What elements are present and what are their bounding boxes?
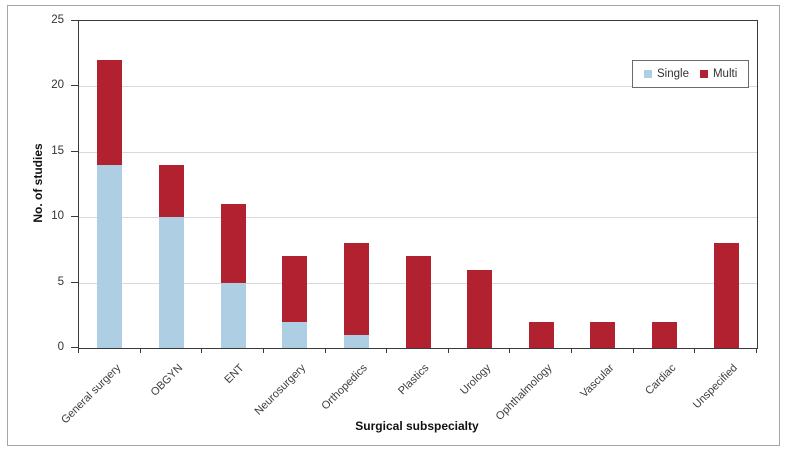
y-tick-mark	[71, 150, 78, 152]
y-axis-title: No. of studies	[31, 143, 45, 223]
bar-segment-single	[97, 164, 123, 348]
x-tick-mark	[694, 348, 696, 353]
bar-slot	[572, 21, 634, 348]
x-category-label: ENT	[222, 362, 247, 387]
figure-frame: Single Multi 0 5 10 15 20 25 General surgery OB…	[7, 5, 780, 446]
bar-segment-multi	[282, 256, 308, 322]
x-axis-title: Surgical subspecialty	[355, 419, 479, 433]
gridline-15	[79, 151, 757, 153]
bar-ent	[220, 204, 246, 348]
bar-slot	[510, 21, 572, 348]
bar-slot	[264, 21, 326, 348]
x-category-label: OBGYN	[148, 362, 185, 399]
bar-ophthalmology	[528, 321, 554, 348]
x-tick-mark	[262, 348, 264, 353]
x-category-label: Vascular	[578, 362, 617, 401]
legend-item-multi: Multi	[699, 68, 738, 80]
y-tick-label: 20	[51, 79, 64, 92]
bar-segment-multi	[528, 321, 554, 348]
y-tick-mark	[71, 20, 78, 21]
bar-segment-multi	[343, 243, 369, 335]
bar-segment-multi	[158, 164, 184, 218]
bar-slot	[326, 21, 388, 348]
bar-segment-single	[282, 321, 308, 348]
x-tick-mark	[324, 348, 326, 353]
x-tick-mark	[78, 348, 79, 353]
x-tick-mark	[756, 348, 757, 353]
x-tick-mark	[139, 348, 141, 353]
bar-neurosurgery	[282, 256, 308, 348]
bar-slot	[141, 21, 203, 348]
x-tick-mark	[571, 348, 573, 353]
gridline-20	[79, 86, 757, 88]
x-category-label: Neurosurgery	[252, 362, 309, 418]
x-tick-mark	[386, 348, 388, 353]
y-tick-label: 5	[57, 275, 64, 288]
bar-unspecified	[713, 243, 739, 348]
x-category-label: Plastics	[396, 362, 432, 398]
x-category-label: Orthopedics	[319, 362, 370, 413]
legend-item-single: Single	[644, 68, 689, 80]
bar-segment-multi	[652, 321, 678, 348]
bar-vascular	[590, 321, 616, 348]
x-tick-mark	[632, 348, 634, 353]
bar-slot	[387, 21, 449, 348]
y-tick-mark	[71, 85, 78, 87]
bar-segment-multi	[590, 321, 616, 348]
x-category-label: Cardiac	[642, 362, 679, 398]
gridline-10	[79, 217, 757, 219]
y-tick-mark	[71, 216, 78, 218]
legend-swatch-single	[644, 70, 652, 78]
bar-obgyn	[158, 164, 184, 348]
y-tick-label: 25	[51, 14, 64, 26]
bar-slot	[202, 21, 264, 348]
bar-slot	[695, 21, 757, 348]
bar-general-surgery	[97, 60, 123, 348]
x-tick-mark	[201, 348, 203, 353]
y-tick-mark	[71, 347, 78, 348]
bar-slot	[634, 21, 696, 348]
bar-slot	[79, 21, 141, 348]
x-tick-mark	[447, 348, 449, 353]
bar-segment-single	[158, 217, 184, 348]
legend: Single Multi	[632, 60, 750, 88]
legend-swatch-multi	[699, 70, 708, 78]
bar-segment-multi	[467, 269, 493, 348]
bar-slot	[449, 21, 511, 348]
bar-segment-multi	[97, 60, 123, 165]
x-category-label: General surgery	[59, 362, 124, 427]
x-tick-mark	[509, 348, 511, 353]
y-tick-mark	[71, 281, 78, 283]
bar-urology	[467, 269, 493, 348]
y-tick-label: 15	[51, 144, 64, 157]
legend-label: Single	[657, 68, 689, 80]
bar-cardiac	[652, 321, 678, 348]
bar-plastics	[405, 256, 431, 348]
x-category-label: Urology	[457, 362, 494, 398]
plot-area: Single Multi	[78, 20, 758, 349]
bar-segment-single	[343, 334, 369, 348]
bar-segment-multi	[220, 204, 246, 283]
x-category-label: Unspecified	[690, 362, 740, 412]
bar-segment-multi	[405, 256, 431, 348]
x-category-label: Ophthalmology	[493, 362, 555, 423]
y-tick-label: 0	[57, 341, 64, 353]
legend-label: Multi	[712, 68, 738, 80]
bars-row	[79, 21, 757, 348]
bar-segment-single	[220, 282, 246, 348]
bar-orthopedics	[343, 243, 369, 348]
bar-segment-multi	[713, 243, 739, 348]
y-tick-label: 10	[51, 210, 64, 223]
